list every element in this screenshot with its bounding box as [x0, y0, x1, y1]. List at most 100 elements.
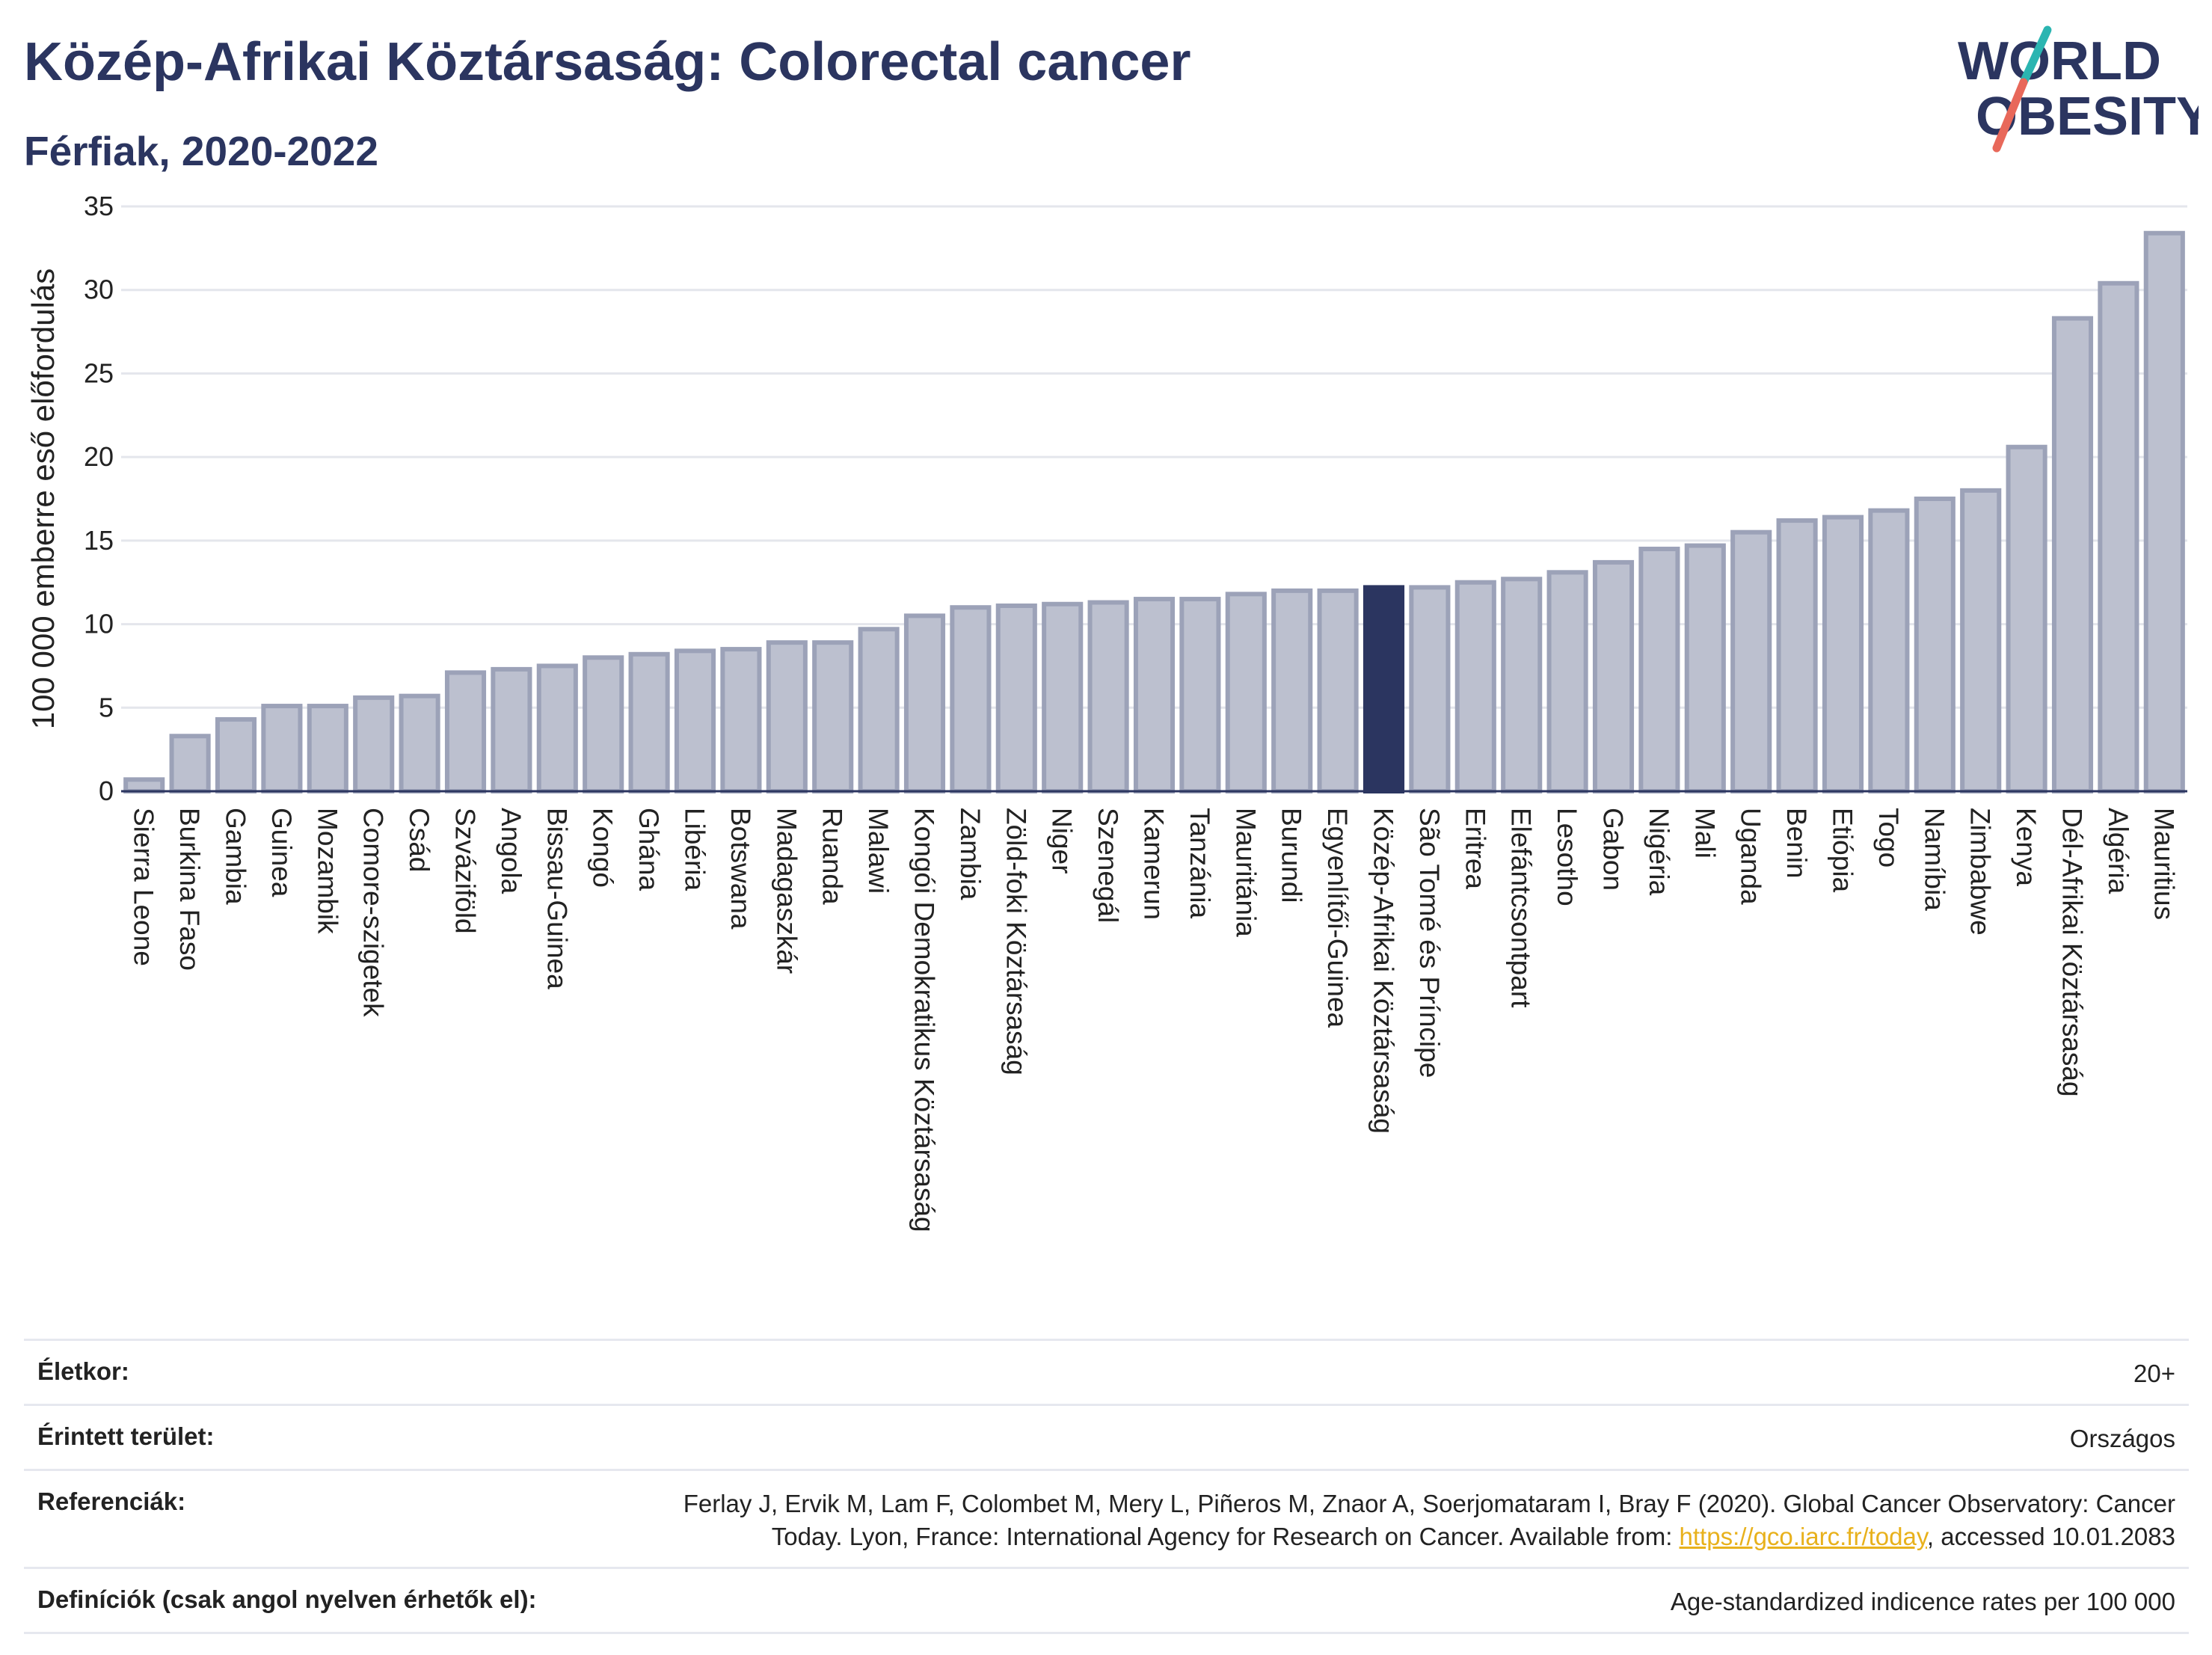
x-category-label: Mali — [1689, 808, 1720, 859]
reference-accessed: , accessed 10.01.2083 — [1926, 1523, 2175, 1550]
x-category-label: Elefántcsontpart — [1506, 808, 1537, 1008]
x-category-label: Sierra Leone — [129, 808, 159, 966]
area-value: Országos — [2069, 1425, 2175, 1452]
x-category-label: Ghána — [633, 808, 664, 891]
bar — [169, 734, 211, 793]
bar — [491, 666, 532, 794]
page-subtitle: Férfiak, 2020-2022 — [24, 128, 378, 174]
x-category-label: Csád — [404, 808, 434, 872]
bar — [1501, 577, 1543, 793]
bar-highlighted — [1362, 585, 1405, 793]
bar — [399, 693, 440, 793]
x-category-label: Madagaszkár — [771, 808, 802, 974]
bar — [1868, 508, 1910, 793]
x-category-label: Uganda — [1736, 808, 1766, 905]
bar — [444, 670, 487, 794]
x-category-label: Nigéria — [1644, 808, 1674, 896]
bar — [2006, 444, 2047, 793]
bar — [1317, 588, 1359, 794]
definitions-label: Definíciók (csak angol nyelven érhetők e… — [37, 1585, 537, 1613]
x-category-label: Gabon — [1598, 808, 1629, 891]
x-category-label: Eritrea — [1460, 808, 1490, 889]
meta-row-area: Érintett terület: Országos — [24, 1404, 2189, 1469]
reference-link[interactable]: https://gco.iarc.fr/today — [1679, 1523, 1927, 1550]
x-category-label: Közép-Afrikai Köztársaság — [1368, 808, 1399, 1134]
x-category-label: Zöld-foki Köztársaság — [1001, 808, 1031, 1075]
x-category-label: Burundi — [1276, 808, 1307, 903]
x-category-label: Kongó — [588, 808, 618, 888]
bar — [766, 640, 808, 793]
x-category-label: Botswana — [725, 808, 756, 930]
references-value: Ferlay J, Ervik M, Lam F, Colombet M, Me… — [683, 1487, 2175, 1553]
meta-row-definitions: Definíciók (csak angol nyelven érhetők e… — [24, 1567, 2189, 1634]
bar — [720, 647, 762, 793]
x-category-label: Angola — [496, 808, 526, 894]
bar — [1914, 497, 1956, 793]
x-category-label: Lesotho — [1552, 808, 1582, 906]
x-category-label: Dél-Afrikai Köztársaság — [2057, 808, 2088, 1097]
x-category-label: Kongói Demokratikus Köztársaság — [909, 808, 940, 1232]
y-tick-label: 5 — [99, 692, 114, 722]
bar — [812, 640, 854, 793]
x-category-label: Namíbia — [1919, 808, 1950, 911]
y-tick-label: 25 — [84, 357, 114, 388]
x-category-label: Togo — [1873, 808, 1904, 868]
age-label: Életkor: — [37, 1357, 129, 1385]
chart-bars — [123, 230, 2185, 794]
page-title: Közép-Afrikai Köztársaság: Colorectal ca… — [24, 32, 1191, 92]
meta-row-age: Életkor: 20+ — [24, 1339, 2189, 1404]
bar — [1454, 580, 1496, 793]
y-tick-label: 30 — [84, 274, 114, 305]
bar — [2098, 280, 2139, 793]
reference-text-line1: Ferlay J, Ervik M, Lam F, Colombet M, Me… — [683, 1490, 2175, 1517]
y-axis-ticks: 0 5 10 15 20 25 30 35 — [84, 191, 114, 806]
bar — [1730, 529, 1772, 794]
x-axis-labels: Sierra Leone Burkina Faso Gambia Guinea Moza… — [129, 808, 2180, 1232]
bar — [1042, 601, 1084, 794]
bar-chart: 0 5 10 15 20 25 30 35 Sierra Leone Burkina Faso G… — [25, 191, 2187, 1232]
age-value: 20+ — [2133, 1360, 2175, 1387]
metadata-table: Életkor: 20+ Érintett terület: Országos … — [24, 1339, 2189, 1634]
references-label: Referenciák: — [37, 1487, 186, 1515]
x-category-label: Szenegál — [1093, 808, 1123, 923]
x-category-label: Burkina Faso — [174, 808, 205, 971]
logo-slash-teal-icon — [2019, 25, 2052, 87]
definitions-value: Age-standardized indicence rates per 100… — [1670, 1588, 2175, 1615]
bar — [903, 613, 946, 794]
bar — [1271, 588, 1313, 794]
meta-row-references: Referenciák: Ferlay J, Ervik M, Lam F, C… — [24, 1469, 2189, 1567]
bar — [2051, 316, 2094, 793]
bar — [1133, 597, 1176, 793]
bar — [1225, 592, 1267, 794]
bar — [307, 704, 348, 794]
bar — [1960, 488, 2002, 793]
y-tick-label: 15 — [84, 525, 114, 556]
bar — [536, 663, 578, 794]
bar — [215, 716, 257, 794]
bar — [1409, 585, 1451, 793]
x-category-label: Mozambik — [312, 808, 342, 934]
x-category-label: Bissau-Guinea — [541, 808, 572, 989]
bar — [261, 704, 303, 794]
x-category-label: Malawi — [863, 808, 894, 894]
x-category-label: Etiópia — [1828, 808, 1858, 893]
x-category-label: Libéria — [680, 808, 710, 891]
reference-text-line2: Today. Lyon, France: International Agenc… — [771, 1523, 1680, 1550]
bar — [1087, 600, 1129, 793]
bar — [1592, 559, 1635, 793]
x-category-label: Egyenlítői-Guinea — [1322, 808, 1353, 1028]
x-category-label: Gambia — [221, 808, 251, 905]
bar — [995, 603, 1037, 793]
y-tick-label: 0 — [99, 776, 114, 806]
x-category-label: Guinea — [266, 808, 297, 897]
bar — [1684, 543, 1726, 793]
bar — [1179, 597, 1221, 793]
y-tick-label: 20 — [84, 441, 114, 472]
logo-line1: WORLD — [1958, 31, 2161, 91]
y-tick-label: 35 — [84, 191, 114, 221]
bar — [674, 648, 716, 793]
x-category-label: Tanzánia — [1185, 808, 1215, 919]
x-category-label: Zimbabwe — [1965, 808, 1996, 936]
area-label: Érintett terület: — [37, 1422, 215, 1450]
bar — [583, 655, 624, 793]
